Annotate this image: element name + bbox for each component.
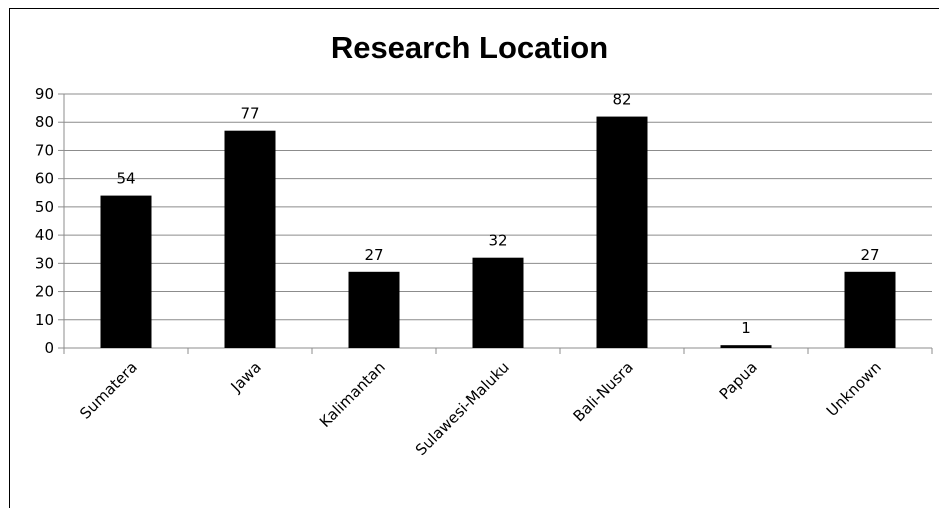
y-tick-label: 40 [35, 226, 54, 244]
data-label: 27 [364, 246, 383, 264]
category-label: Unknown [823, 358, 885, 420]
bar [224, 130, 276, 348]
category-label: Bali-Nusra [570, 358, 637, 425]
y-tick-label: 0 [44, 339, 54, 357]
category-label: Kalimantan [316, 358, 389, 431]
data-label: 32 [488, 232, 507, 250]
category-label: Jawa [227, 358, 265, 396]
data-label: 77 [240, 105, 259, 123]
frame-left-border [9, 8, 10, 508]
category-label: Papua [716, 358, 761, 403]
bar [100, 195, 152, 348]
y-tick-label: 80 [35, 113, 54, 131]
y-tick-label: 60 [35, 170, 54, 188]
category-label: Sulawesi-Maluku [412, 358, 513, 459]
data-label: 82 [612, 91, 631, 109]
y-tick-label: 30 [35, 254, 54, 272]
bar [596, 116, 648, 348]
y-tick-label: 70 [35, 141, 54, 159]
category-label: Sumatera [76, 358, 141, 423]
data-label: 54 [116, 170, 135, 188]
frame-top-border [9, 8, 939, 9]
data-label: 27 [860, 246, 879, 264]
bar [472, 257, 524, 348]
bar [844, 271, 896, 348]
data-label: 1 [741, 319, 751, 337]
y-tick-label: 90 [35, 85, 54, 103]
y-tick-label: 50 [35, 198, 54, 216]
y-tick-label: 10 [35, 311, 54, 329]
bar [348, 271, 400, 348]
bar [720, 345, 772, 348]
y-tick-label: 20 [35, 283, 54, 301]
chart-title: Research Location [330, 30, 609, 65]
